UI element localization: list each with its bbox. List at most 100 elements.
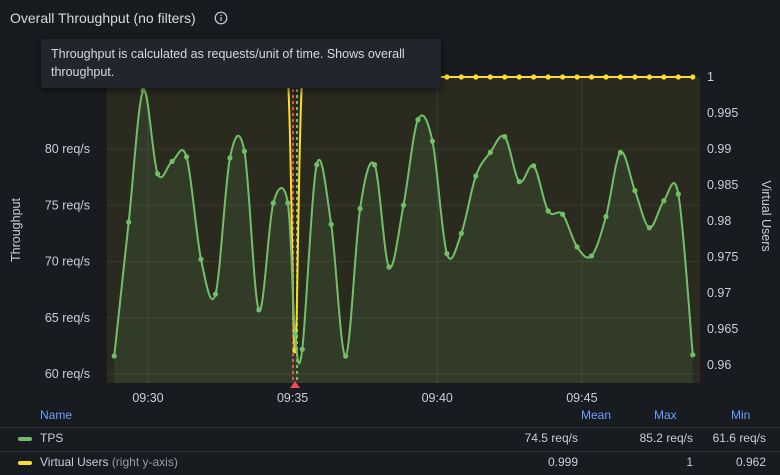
virtual-users-point — [646, 74, 652, 80]
y-tick-label-right: 0.96 — [707, 358, 731, 372]
annotation-marker-triangle — [290, 381, 301, 388]
tps-point — [617, 149, 624, 155]
tps-point — [183, 154, 190, 160]
virtual-users-point — [632, 74, 638, 80]
legend-col-max[interactable]: Max — [654, 408, 677, 422]
tps-point — [126, 219, 132, 225]
x-tick-label: 09:30 — [132, 391, 163, 405]
tps-point — [545, 208, 551, 214]
virtual-users-point — [661, 74, 667, 80]
tps-point — [169, 158, 175, 164]
virtual-users-point — [531, 74, 537, 80]
legend-col-min[interactable]: Min — [731, 408, 751, 422]
tps-point — [299, 346, 305, 352]
y-tick-label-right: 0.995 — [707, 106, 738, 120]
y-tick-label-left: 65 req/s — [45, 311, 90, 325]
tps-point — [690, 352, 696, 358]
tps-area-fill — [114, 89, 693, 383]
x-tick-label: 09:40 — [422, 391, 453, 405]
tps-point — [632, 188, 638, 194]
tps-point — [531, 163, 537, 169]
y-tick-label-right: 0.985 — [707, 178, 738, 192]
tps-point — [588, 253, 595, 259]
legend-series-suffix: (right y-axis) — [111, 455, 178, 469]
virtual-users-point — [516, 74, 522, 80]
legend-swatch-virtual-users — [18, 461, 32, 465]
legend-row-virtual-users[interactable]: Virtual Users (right y-axis) 0.999 1 0.9… — [0, 451, 780, 472]
virtual-users-point — [545, 74, 551, 80]
info-circle-icon[interactable] — [214, 11, 228, 25]
y-axis-title-left: Throughput — [9, 198, 23, 262]
tps-point — [111, 353, 117, 359]
tps-point — [473, 173, 479, 179]
tps-point — [285, 200, 291, 206]
y-tick-label-right: 0.98 — [707, 214, 731, 228]
legend-col-mean[interactable]: Mean — [581, 408, 612, 422]
legend-max-value: 85.2 req/s — [639, 431, 693, 445]
tps-point — [140, 87, 146, 94]
panel-info-tooltip: Throughput is calculated as requests/uni… — [41, 39, 441, 88]
tps-point — [661, 198, 667, 204]
x-tick-label: 09:35 — [277, 391, 308, 405]
legend-row-tps[interactable]: TPS 74.5 req/s 85.2 req/s 61.6 req/s — [0, 427, 780, 448]
legend-min-value: 61.6 req/s — [712, 431, 766, 445]
legend-min-value: 0.962 — [735, 455, 766, 469]
tps-point — [646, 225, 652, 231]
tps-point — [487, 149, 493, 155]
virtual-users-point — [675, 74, 681, 80]
y-tick-label-right: 0.97 — [707, 286, 731, 300]
tps-point — [516, 179, 522, 185]
tps-point — [415, 117, 421, 123]
legend-series-name[interactable]: TPS — [40, 431, 64, 445]
tps-point — [400, 202, 407, 208]
tps-point — [371, 162, 378, 168]
virtual-users-point — [617, 74, 624, 80]
x-tick-label: 09:45 — [566, 391, 597, 405]
tps-point — [343, 353, 349, 359]
legend-mean-value: 74.5 req/s — [524, 431, 578, 445]
tps-point — [386, 264, 392, 270]
virtual-users-point — [690, 74, 696, 80]
legend-series-label: Virtual Users — [40, 455, 109, 469]
y-tick-label-right: 1 — [707, 70, 714, 84]
virtual-users-point — [574, 74, 580, 80]
virtual-users-point — [487, 74, 493, 80]
tps-point — [458, 230, 464, 236]
tps-point — [357, 206, 363, 212]
tps-point — [256, 307, 262, 313]
tps-point — [559, 211, 566, 217]
tps-point — [444, 251, 450, 257]
y-axis-title-right: Virtual Users — [759, 180, 773, 251]
tps-point — [212, 291, 219, 297]
tps-point — [429, 138, 436, 144]
tps-point — [227, 155, 233, 161]
tps-line — [113, 89, 694, 365]
virtual-users-point — [559, 74, 566, 80]
throughput-chart[interactable]: 60 req/s 65 req/s 70 req/s 75 req/s 80 req/s… — [0, 0, 780, 405]
legend-col-name[interactable]: Name — [40, 408, 73, 422]
tps-point — [198, 256, 204, 262]
tps-point — [502, 134, 508, 140]
y-tick-label-right: 0.975 — [707, 250, 738, 264]
legend-max-value: 1 — [686, 455, 693, 469]
tps-point — [241, 148, 248, 154]
tps-point — [155, 171, 161, 177]
virtual-users-point — [502, 74, 508, 80]
y-tick-label-right: 0.99 — [707, 142, 731, 156]
y-tick-label-left: 80 req/s — [45, 142, 90, 156]
tps-point — [314, 162, 320, 168]
virtual-users-point — [473, 74, 479, 80]
y-tick-label-left: 75 req/s — [45, 198, 90, 212]
virtual-users-point — [444, 74, 450, 80]
virtual-users-point — [458, 74, 464, 80]
panel-header: Overall Throughput (no filters) — [10, 8, 228, 28]
tps-point — [292, 332, 298, 338]
legend-mean-value: 0.999 — [547, 455, 578, 469]
virtual-users-point — [588, 74, 595, 80]
tps-point — [675, 191, 681, 197]
tps-point — [603, 213, 609, 220]
legend-series-name[interactable]: Virtual Users (right y-axis) — [40, 455, 178, 469]
panel-title: Overall Throughput (no filters) — [10, 10, 196, 26]
y-tick-label-left: 60 req/s — [45, 367, 90, 381]
